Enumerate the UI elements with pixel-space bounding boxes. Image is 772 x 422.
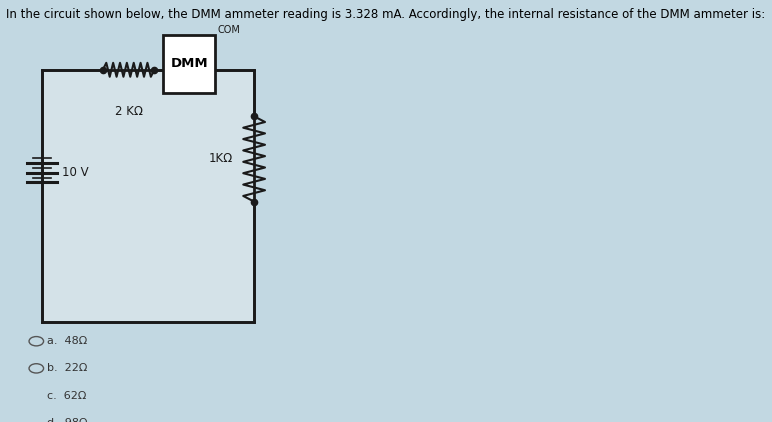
Bar: [42, 70, 254, 322]
Text: 2 KΩ: 2 KΩ: [114, 105, 143, 118]
Text: d.  98Ω: d. 98Ω: [47, 418, 88, 422]
Text: DMM: DMM: [171, 57, 208, 70]
Text: b.  22Ω: b. 22Ω: [47, 363, 87, 373]
Text: In the circuit shown below, the DMM ammeter reading is 3.328 mA. Accordingly, th: In the circuit shown below, the DMM amme…: [6, 8, 765, 21]
Text: c.  62Ω: c. 62Ω: [47, 390, 86, 400]
Text: 1KΩ: 1KΩ: [208, 152, 233, 165]
Text: a.  48Ω: a. 48Ω: [47, 336, 87, 346]
Text: 10 V: 10 V: [62, 166, 88, 179]
Text: COM: COM: [218, 25, 241, 35]
Bar: [164, 35, 215, 93]
